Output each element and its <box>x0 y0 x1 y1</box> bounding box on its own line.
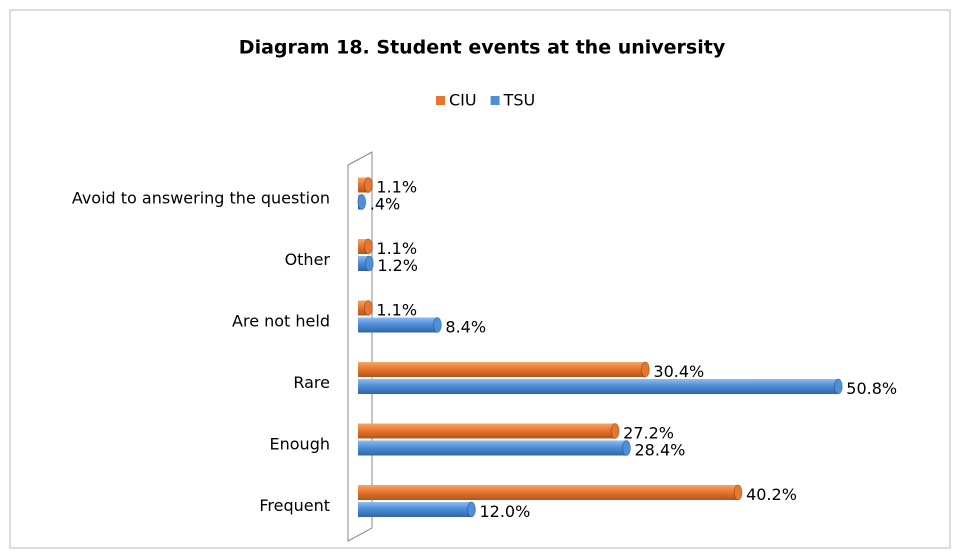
data-label: 40.2% <box>746 485 797 504</box>
bar <box>358 300 369 316</box>
data-label: 1.1% <box>376 239 417 258</box>
chart-title: Diagram 18. Student events at the univer… <box>239 37 726 59</box>
y-tick-label: Rare <box>293 373 330 392</box>
bar-cap <box>733 484 743 501</box>
data-label: 27.2% <box>623 424 674 443</box>
bar-cap <box>363 238 373 255</box>
y-tick-label: Are not held <box>232 312 330 331</box>
data-label: .4% <box>370 195 400 214</box>
bar-cap <box>432 317 442 333</box>
legend-label: CIU <box>449 91 477 110</box>
bar <box>358 317 438 333</box>
legend-swatch <box>490 96 500 105</box>
bar <box>358 440 627 456</box>
y-tick-label: Other <box>285 250 331 269</box>
bar-cap <box>640 361 650 378</box>
data-label: 1.1% <box>376 178 417 197</box>
legend-label: TSU <box>503 91 536 110</box>
bar <box>358 239 369 254</box>
data-label: 8.4% <box>445 318 486 337</box>
legend-swatch <box>436 96 445 105</box>
data-label: 28.4% <box>635 441 686 460</box>
bar <box>358 485 739 500</box>
bar-cap <box>363 177 373 193</box>
bar-cap <box>833 378 843 395</box>
bar-cap <box>610 423 620 439</box>
bar-cap <box>466 501 476 518</box>
chart-border <box>9 9 951 549</box>
bar-cap <box>364 255 374 272</box>
bar <box>358 362 646 377</box>
bar <box>358 177 369 193</box>
data-label: 50.8% <box>846 379 897 398</box>
bar <box>358 502 472 517</box>
bar <box>358 423 616 439</box>
back-wall <box>347 151 373 542</box>
bar-cap <box>363 300 373 316</box>
data-label: 1.2% <box>377 256 418 275</box>
bar <box>358 379 839 394</box>
y-tick-label: Avoid to answering the question <box>72 189 330 208</box>
y-tick-label: Enough <box>270 435 330 454</box>
bar-cap <box>622 440 632 456</box>
data-label: 1.1% <box>376 301 417 320</box>
data-label: 12.0% <box>479 502 530 521</box>
data-label: 30.4% <box>653 362 704 381</box>
bar-cap <box>357 194 367 210</box>
bar <box>358 256 370 271</box>
y-tick-label: Frequent <box>259 496 330 515</box>
